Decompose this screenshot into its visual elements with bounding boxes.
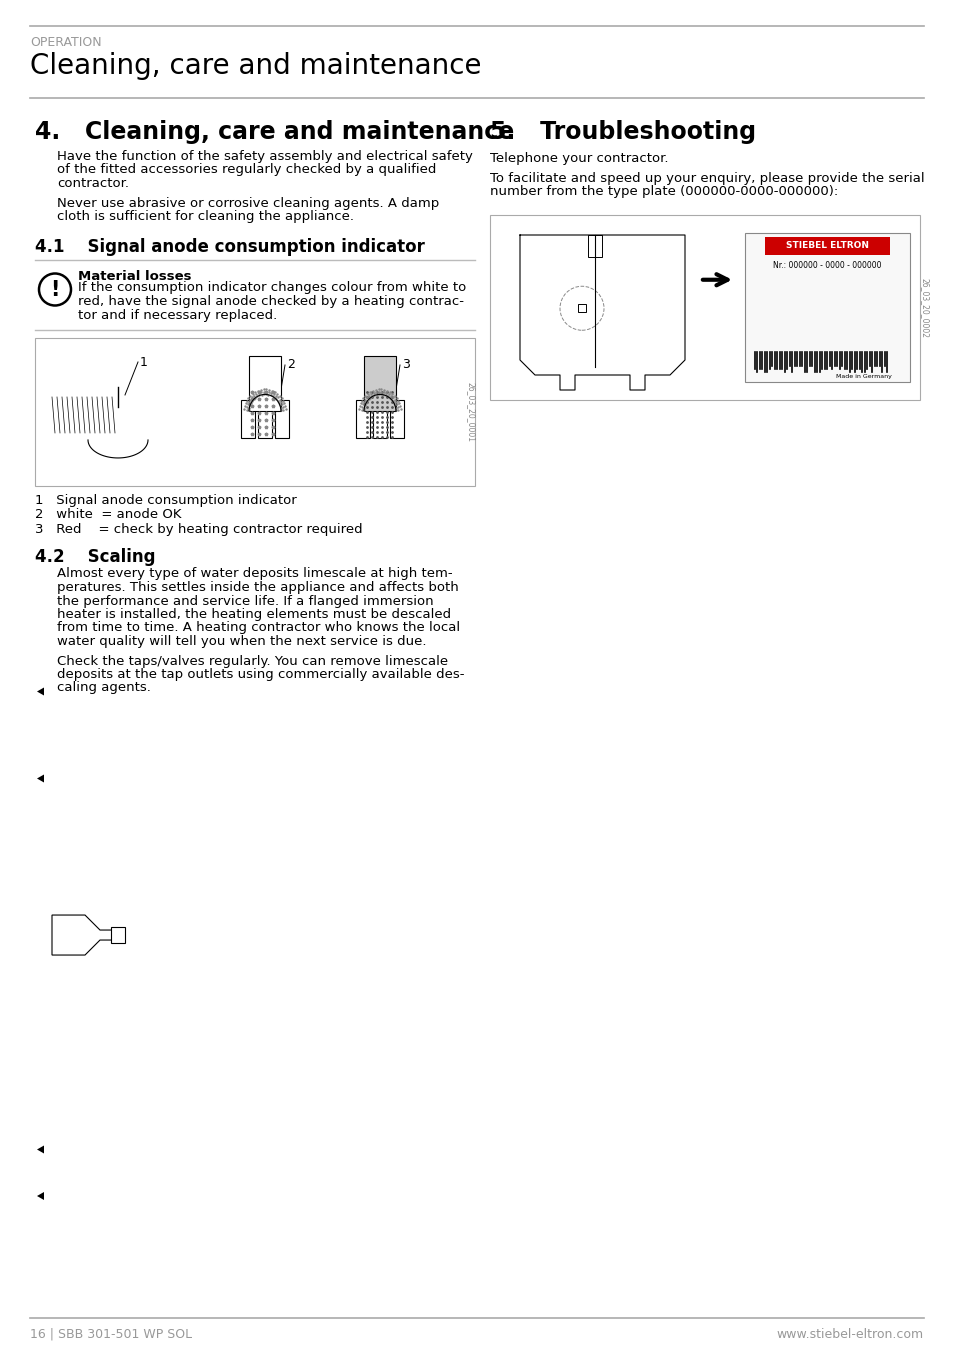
- Text: Material losses: Material losses: [78, 270, 192, 282]
- Text: contractor.: contractor.: [57, 177, 129, 190]
- Text: OPERATION: OPERATION: [30, 36, 102, 49]
- Text: 4.   Cleaning, care and maintenance: 4. Cleaning, care and maintenance: [35, 120, 514, 144]
- Text: Never use abrasive or corrosive cleaning agents. A damp: Never use abrasive or corrosive cleaning…: [57, 197, 438, 209]
- Text: red, have the signal anode checked by a heating contrac-: red, have the signal anode checked by a …: [78, 296, 463, 308]
- Text: Nr.: 000000 - 0000 - 000000: Nr.: 000000 - 0000 - 000000: [773, 261, 881, 270]
- Bar: [364, 356, 395, 412]
- Bar: [764, 238, 889, 255]
- Text: Check the taps/valves regularly. You can remove limescale: Check the taps/valves regularly. You can…: [57, 655, 448, 667]
- Polygon shape: [52, 915, 115, 954]
- Text: 2: 2: [287, 358, 294, 371]
- Text: 3   Red    = check by heating contractor required: 3 Red = check by heating contractor requ…: [35, 522, 362, 536]
- Text: from time to time. A heating contractor who knows the local: from time to time. A heating contractor …: [57, 621, 459, 634]
- Text: water quality will tell you when the next service is due.: water quality will tell you when the nex…: [57, 634, 426, 648]
- Text: peratures. This settles inside the appliance and affects both: peratures. This settles inside the appli…: [57, 580, 458, 594]
- Bar: [274, 401, 289, 439]
- Text: 1: 1: [140, 356, 148, 369]
- Text: cloth is sufficient for cleaning the appliance.: cloth is sufficient for cleaning the app…: [57, 211, 354, 223]
- Polygon shape: [37, 1146, 44, 1153]
- Text: heater is installed, the heating elements must be descaled: heater is installed, the heating element…: [57, 608, 451, 621]
- Text: 4.1    Signal anode consumption indicator: 4.1 Signal anode consumption indicator: [35, 238, 424, 255]
- Text: If the consumption indicator changes colour from white to: If the consumption indicator changes col…: [78, 282, 466, 294]
- Text: 26_03_20_0001: 26_03_20_0001: [466, 382, 475, 441]
- Text: deposits at the tap outlets using commercially available des-: deposits at the tap outlets using commer…: [57, 668, 464, 680]
- Bar: [587, 235, 601, 256]
- Polygon shape: [37, 775, 44, 783]
- Polygon shape: [111, 927, 125, 944]
- Text: 4.2    Scaling: 4.2 Scaling: [35, 548, 155, 566]
- Text: number from the type plate (000000-0000-000000):: number from the type plate (000000-0000-…: [490, 185, 838, 198]
- Bar: [249, 356, 281, 412]
- Text: Made in Germany: Made in Germany: [835, 374, 891, 379]
- Text: the performance and service life. If a flanged immersion: the performance and service life. If a f…: [57, 594, 434, 608]
- Bar: [490, 215, 919, 400]
- Bar: [373, 401, 387, 439]
- Bar: [390, 401, 403, 439]
- Bar: [257, 401, 272, 439]
- Text: 3: 3: [401, 358, 410, 371]
- Polygon shape: [37, 687, 44, 695]
- Text: 2   white  = anode OK: 2 white = anode OK: [35, 509, 181, 521]
- Bar: [241, 401, 254, 439]
- Text: 5.   Troubleshooting: 5. Troubleshooting: [490, 120, 756, 144]
- Text: !: !: [51, 279, 60, 300]
- Bar: [744, 234, 909, 382]
- Text: 26_03_20_0002: 26_03_20_0002: [920, 278, 928, 338]
- Text: Cleaning, care and maintenance: Cleaning, care and maintenance: [30, 53, 481, 80]
- Text: tor and if necessary replaced.: tor and if necessary replaced.: [78, 309, 277, 321]
- Polygon shape: [37, 1192, 44, 1200]
- Text: Telephone your contractor.: Telephone your contractor.: [490, 153, 668, 165]
- Bar: [578, 304, 585, 312]
- Text: www.stiebel-eltron.com: www.stiebel-eltron.com: [776, 1328, 923, 1341]
- Text: caling agents.: caling agents.: [57, 682, 151, 694]
- Text: Almost every type of water deposits limescale at high tem-: Almost every type of water deposits lime…: [57, 567, 452, 580]
- Text: STIEBEL ELTRON: STIEBEL ELTRON: [785, 242, 868, 250]
- Text: 16 | SBB 301-501 WP SOL: 16 | SBB 301-501 WP SOL: [30, 1328, 192, 1341]
- Bar: [35, 338, 475, 486]
- Text: 1   Signal anode consumption indicator: 1 Signal anode consumption indicator: [35, 494, 296, 508]
- Text: Have the function of the safety assembly and electrical safety: Have the function of the safety assembly…: [57, 150, 473, 163]
- Text: of the fitted accessories regularly checked by a qualified: of the fitted accessories regularly chec…: [57, 163, 436, 177]
- Text: To facilitate and speed up your enquiry, please provide the serial: To facilitate and speed up your enquiry,…: [490, 171, 923, 185]
- Bar: [355, 401, 370, 439]
